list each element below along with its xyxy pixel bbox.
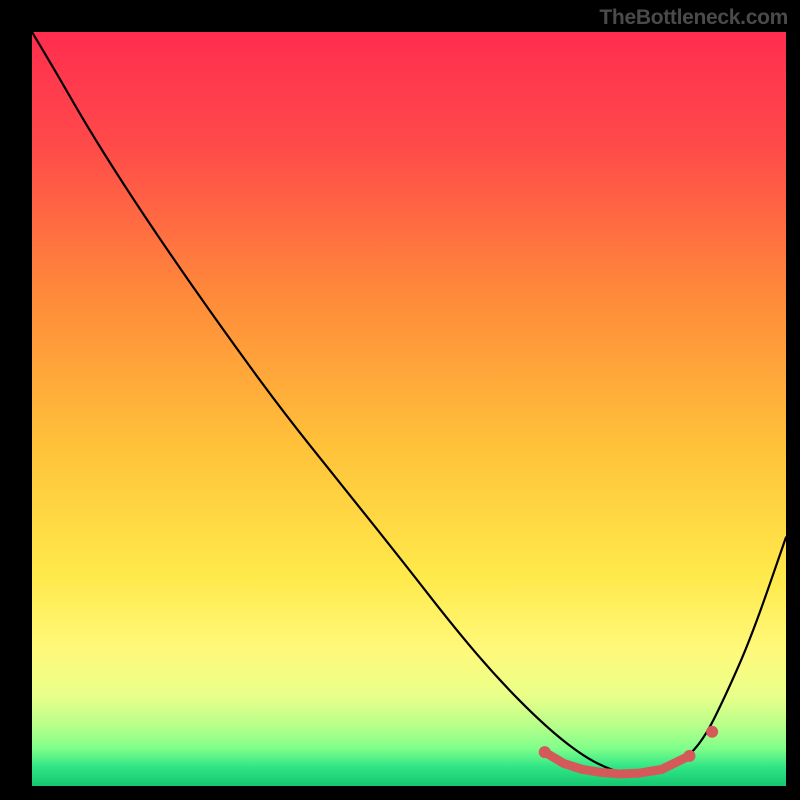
range-endpoint-marker xyxy=(683,750,695,762)
chart-background xyxy=(32,32,786,786)
range-endpoint-marker xyxy=(539,746,551,758)
watermark-text: TheBottleneck.com xyxy=(599,6,788,30)
gradient-chart xyxy=(32,32,786,786)
detached-marker xyxy=(706,726,718,738)
chart-container: TheBottleneck.com xyxy=(0,0,800,800)
